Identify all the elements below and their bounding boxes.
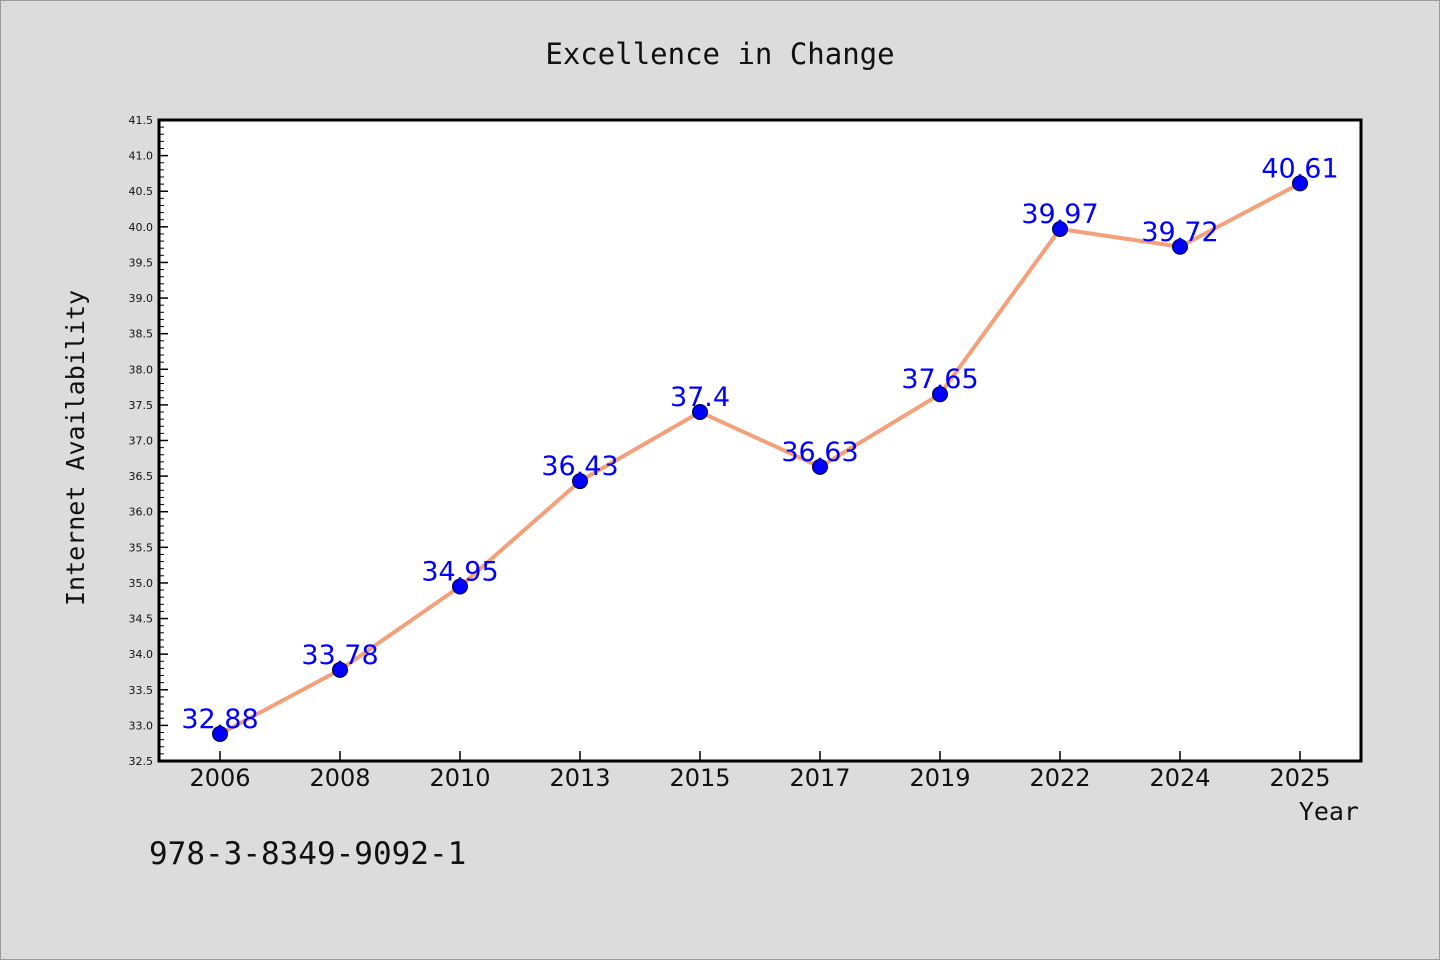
data-point-marker [212, 725, 228, 742]
data-label: 37.4 [670, 382, 730, 413]
data-label: 39.72 [1141, 217, 1218, 248]
x-axis: 2006 2008 2010 2013 2015 2017 2019 2022 2024 2025 [189, 751, 1331, 792]
y-tick-label: 41.5 [129, 114, 154, 127]
x-tick-label: 2019 [909, 764, 970, 792]
y-tick-label: 37.0 [129, 435, 154, 448]
x-tick-label: 2008 [309, 764, 370, 792]
y-tick-label: 37.5 [129, 399, 154, 412]
y-tick-label: 36.0 [129, 506, 154, 519]
y-tick-label: 41.0 [129, 150, 154, 163]
data-label: 40.61 [1261, 153, 1338, 184]
data-label: 39.97 [1021, 199, 1098, 230]
data-point-marker [692, 404, 708, 421]
x-axis-label: Year [1299, 797, 1359, 826]
footer-code-text: 978-3-8349-9092-1 [149, 836, 466, 872]
x-tick-label: 2024 [1149, 764, 1210, 792]
data-label: 37.65 [901, 364, 978, 395]
y-tick-label: 33.0 [129, 719, 154, 732]
y-tick-label: 33.5 [129, 684, 154, 697]
x-tick-label: 2010 [429, 764, 490, 792]
y-tick-label: 38.5 [129, 328, 154, 341]
data-point-marker [1172, 238, 1188, 255]
x-tick-label: 2015 [669, 764, 730, 792]
data-point-marker [1292, 175, 1308, 192]
y-tick-label: 35.5 [129, 541, 154, 554]
y-tick-label: 39.5 [129, 256, 154, 269]
data-point-marker [932, 386, 948, 403]
y-axis-label: Internet Availability [61, 290, 90, 606]
data-point-marker [1052, 220, 1068, 237]
data-label: 36.43 [541, 451, 618, 482]
y-tick-label: 34.0 [129, 648, 154, 661]
y-axis: 32.5 33.0 33.5 34.0 34.5 35.0 35.5 36.0 36.5 37.0… [129, 114, 168, 768]
y-tick-label: 35.0 [129, 577, 154, 590]
data-point-marker [812, 458, 828, 475]
x-tick-label: 2017 [789, 764, 850, 792]
data-point-marker [332, 661, 348, 678]
data-label: 33.78 [301, 640, 378, 671]
x-tick-label: 2025 [1269, 764, 1330, 792]
series-line [218, 181, 1302, 736]
data-point-marker [572, 473, 588, 490]
y-tick-label: 40.5 [129, 185, 154, 198]
y-tick-label: 36.5 [129, 470, 154, 483]
data-point-marker [452, 578, 468, 595]
y-tick-label: 34.5 [129, 613, 154, 626]
x-tick-label: 2013 [549, 764, 610, 792]
y-tick-label: 38.0 [129, 363, 154, 376]
chart-title: Excellence in Change [545, 37, 894, 71]
y-tick-label: 32.5 [129, 755, 154, 768]
data-label: 36.63 [781, 437, 858, 468]
y-tick-label: 40.0 [129, 221, 154, 234]
series-layer: 32.88 33.78 34.95 36.43 37.4 36.63 37.65 39.97 3… [181, 153, 1339, 742]
data-label: 34.95 [421, 557, 498, 588]
y-tick-label: 39.0 [129, 292, 154, 305]
x-tick-label: 2006 [189, 764, 250, 792]
data-label: 32.88 [181, 704, 258, 735]
x-tick-label: 2022 [1029, 764, 1090, 792]
